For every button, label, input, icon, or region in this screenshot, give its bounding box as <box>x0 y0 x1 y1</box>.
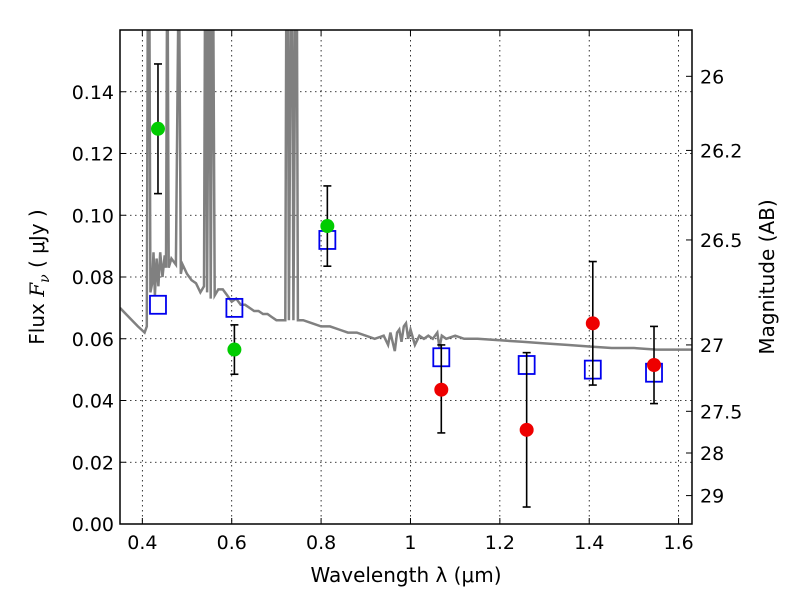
x-tick-label: 1.4 <box>574 532 604 554</box>
model-photometry-box <box>149 294 167 315</box>
measured-point-red <box>519 422 534 437</box>
x-tick-label: 1.6 <box>663 532 693 554</box>
measured-point-green <box>320 219 335 234</box>
y2-tick-label: 27.5 <box>700 401 742 423</box>
model-photometry-box <box>225 297 244 318</box>
y2-tick-label: 26.2 <box>700 140 742 162</box>
x-tick-label: 1 <box>404 532 416 554</box>
model-photometry-boxes <box>149 230 663 383</box>
y-tick-label: 0.04 <box>72 391 114 413</box>
y2-axis-ticks: 26 26.2 26.5 27 27.5 28 29 <box>686 66 742 508</box>
x-axis-ticks: 0.4 0.6 0.8 1 1.2 1.4 1.6 <box>127 30 694 554</box>
y2-tick-label: 27 <box>700 335 724 357</box>
x-tick-label: 1.2 <box>485 532 515 554</box>
y2-tick-label: 26.5 <box>700 230 742 252</box>
y-tick-label: 0.10 <box>72 205 114 227</box>
measured-point-red <box>647 357 662 372</box>
y2-axis-label: Magnitude (AB) <box>755 199 779 354</box>
error-bars <box>153 63 659 508</box>
measured-point-red <box>434 382 449 397</box>
y-tick-label: 0.02 <box>72 452 114 474</box>
y-tick-label: 0.00 <box>72 514 114 536</box>
y-tick-label: 0.14 <box>72 82 114 104</box>
y-tick-label: 0.12 <box>72 144 114 166</box>
y2-tick-label: 29 <box>700 486 724 508</box>
y-tick-label: 0.08 <box>72 267 114 289</box>
x-tick-label: 0.6 <box>217 532 247 554</box>
measured-point-green <box>150 121 165 136</box>
y2-tick-label: 28 <box>700 443 724 465</box>
x-tick-label: 0.8 <box>306 532 336 554</box>
model-spectrum-line <box>120 30 692 352</box>
y-axis-label: Flux Fν ( μJy ) <box>25 209 53 344</box>
measured-points <box>150 121 662 437</box>
x-axis-label: Wavelength λ (μm) <box>310 563 501 587</box>
measured-point-green <box>227 342 242 357</box>
y-axis-ticks: 0.00 0.02 0.04 0.06 0.08 0.10 0.12 0.14 <box>72 82 126 536</box>
y2-tick-label: 26 <box>700 66 724 88</box>
measured-point-red <box>585 316 600 331</box>
x-tick-label: 0.4 <box>127 532 157 554</box>
y-tick-label: 0.06 <box>72 329 114 351</box>
